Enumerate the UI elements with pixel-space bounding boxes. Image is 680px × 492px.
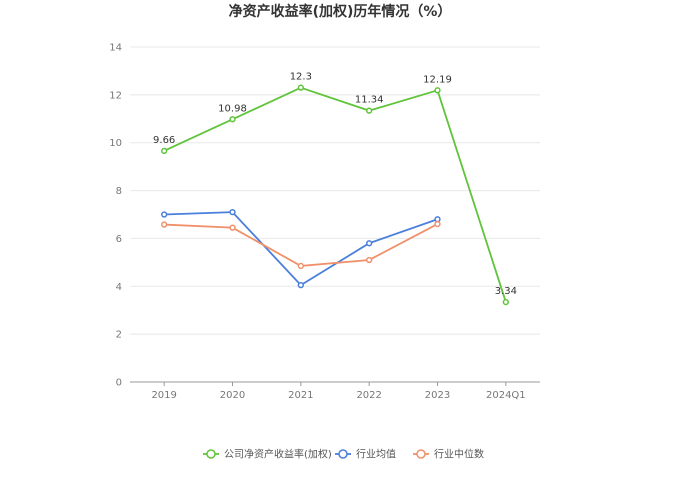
data-point[interactable]	[229, 116, 236, 123]
y-tick-label: 6	[116, 234, 122, 245]
y-axis: 0 2 4 6 8 10 12 14	[109, 43, 122, 389]
legend[interactable]: 公司净资产收益率(加权) 行业均值 行业中位数	[203, 448, 484, 461]
x-axis: 2019 2020 2021 2022 2023 2024Q1	[130, 381, 540, 401]
legend-marker	[206, 449, 216, 459]
y-tick-label: 12	[109, 90, 122, 101]
data-point[interactable]	[161, 221, 168, 228]
data-label: 11.34	[355, 95, 384, 106]
data-label: 12.3	[290, 72, 312, 83]
y-tick-label: 4	[116, 282, 122, 293]
y-tick-label: 8	[116, 186, 122, 197]
data-point[interactable]	[229, 224, 236, 231]
data-point[interactable]	[229, 208, 236, 216]
data-point[interactable]	[502, 298, 509, 306]
legend-label: 行业均值	[356, 448, 396, 461]
data-point[interactable]	[366, 256, 373, 264]
data-point[interactable]	[297, 262, 304, 270]
legend-item-0[interactable]: 公司净资产收益率(加权)	[203, 448, 332, 461]
data-label: 10.98	[218, 103, 247, 114]
x-tick-label: 2023	[425, 390, 450, 401]
legend-item-2[interactable]: 行业中位数	[413, 448, 484, 461]
data-point[interactable]	[161, 211, 168, 218]
x-tick-label: 2024Q1	[486, 390, 526, 401]
data-point[interactable]	[297, 281, 304, 289]
y-tick-label: 14	[109, 43, 122, 54]
data-point[interactable]	[434, 87, 441, 94]
gridlines	[130, 46, 540, 335]
y-tick-label: 10	[109, 138, 122, 149]
y-tick-label: 0	[116, 378, 122, 389]
data-point[interactable]	[297, 84, 304, 91]
x-tick-label: 2019	[151, 390, 176, 401]
data-label: 12.19	[423, 74, 452, 85]
y-tick-label: 2	[116, 330, 122, 341]
legend-item-1[interactable]: 行业均值	[335, 448, 396, 461]
data-point[interactable]	[434, 220, 441, 228]
legend-label: 公司净资产收益率(加权)	[224, 448, 332, 461]
series-layer: 9.66 10.98 12.3 11.34 12.19 3.34	[153, 72, 517, 306]
data-point[interactable]	[366, 240, 373, 247]
legend-label: 行业中位数	[434, 448, 484, 461]
series-line-1	[164, 211, 438, 287]
chart-title: 净资产收益率(加权)历年情况（%）	[229, 3, 452, 20]
data-point[interactable]	[161, 147, 168, 155]
legend-marker	[338, 449, 348, 459]
x-tick-label: 2021	[288, 390, 313, 401]
data-label: 9.66	[153, 135, 175, 146]
data-label: 3.34	[495, 286, 517, 297]
legend-marker	[416, 449, 426, 459]
series-line-0	[163, 86, 507, 303]
x-tick-label: 2020	[220, 390, 245, 401]
series-line-2	[164, 223, 438, 267]
data-point[interactable]	[366, 107, 373, 114]
x-tick-label: 2022	[356, 390, 381, 401]
